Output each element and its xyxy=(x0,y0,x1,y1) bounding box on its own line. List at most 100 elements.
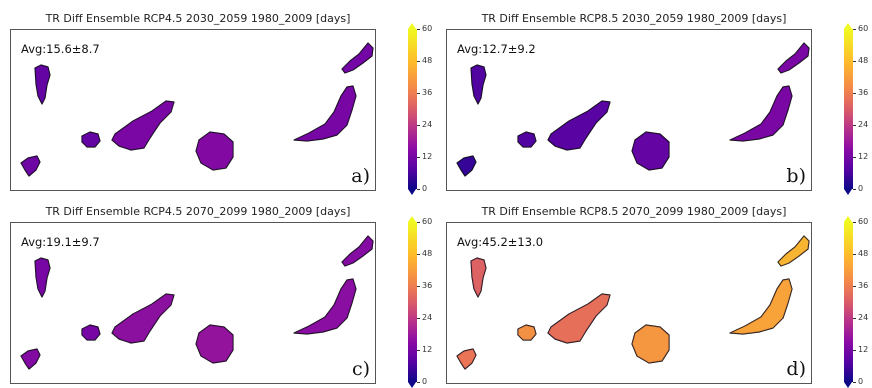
colorbar-tick-label: 60 xyxy=(422,24,433,33)
colorbar-tick-mark xyxy=(417,350,420,351)
map-frame: Avg:12.7±9.2 b) xyxy=(446,29,812,191)
island-la-palma xyxy=(34,64,51,105)
island-lanzarote xyxy=(341,42,374,74)
colorbar-tick-mark xyxy=(853,61,856,62)
colorbar-max-arrow xyxy=(408,216,416,222)
colorbar-tick-label: 60 xyxy=(858,217,869,226)
colorbar-tick-mark xyxy=(417,382,420,383)
colorbar-tick-label: 36 xyxy=(858,281,869,290)
colorbar-max-arrow xyxy=(844,23,852,29)
avg-label: Avg:15.6±8.7 xyxy=(21,42,100,56)
avg-label: Avg:12.7±9.2 xyxy=(457,42,536,56)
panel-a: TR Diff Ensemble RCP4.5 2030_2059 1980_2… xyxy=(0,0,436,195)
island-fuerteventura xyxy=(729,278,793,335)
colorbar-tick-mark xyxy=(417,254,420,255)
colorbar-tick-mark xyxy=(417,93,420,94)
island-gran-canaria xyxy=(195,131,234,171)
colorbar-tick-mark xyxy=(417,61,420,62)
colorbar-tick-label: 12 xyxy=(858,345,869,354)
island-tenerife xyxy=(547,293,611,344)
panel-c: TR Diff Ensemble RCP4.5 2070_2099 1980_2… xyxy=(0,193,436,388)
colorbar-min-arrow xyxy=(408,382,416,388)
colorbar xyxy=(408,222,417,382)
colorbar-tick-label: 36 xyxy=(422,88,433,97)
colorbar-tick-label: 48 xyxy=(858,249,869,258)
island-lanzarote xyxy=(341,235,374,267)
island-fuerteventura xyxy=(293,85,357,142)
colorbar xyxy=(844,29,853,189)
colorbar-tick-mark xyxy=(417,189,420,190)
island-gran-canaria xyxy=(631,324,670,364)
panel-d: TR Diff Ensemble RCP8.5 2070_2099 1980_2… xyxy=(436,193,872,388)
panel-title: TR Diff Ensemble RCP8.5 2070_2099 1980_2… xyxy=(481,205,787,218)
avg-label: Avg:19.1±9.7 xyxy=(21,235,100,249)
panel-title: TR Diff Ensemble RCP4.5 2070_2099 1980_2… xyxy=(45,205,351,218)
colorbar-tick-mark xyxy=(417,318,420,319)
panel-letter: c) xyxy=(351,358,370,380)
island-el-hierro xyxy=(456,348,477,370)
colorbar-tick-mark xyxy=(853,254,856,255)
colorbar-tick-mark xyxy=(853,93,856,94)
island-el-hierro xyxy=(20,348,41,370)
island-fuerteventura xyxy=(729,85,793,142)
island-la-gomera xyxy=(81,131,101,148)
colorbar-tick-mark xyxy=(417,157,420,158)
colorbar-max-arrow xyxy=(408,23,416,29)
colorbar-min-arrow xyxy=(844,189,852,195)
island-el-hierro xyxy=(20,155,41,177)
islands-map xyxy=(20,42,374,177)
colorbar-min-arrow xyxy=(408,189,416,195)
colorbar-max-arrow xyxy=(844,216,852,222)
colorbar-tick-mark xyxy=(417,29,420,30)
colorbar-tick-label: 60 xyxy=(422,217,433,226)
panel-letter: a) xyxy=(351,165,370,187)
colorbar-tick-mark xyxy=(417,125,420,126)
colorbar-tick-label: 36 xyxy=(422,281,433,290)
colorbar-tick-label: 12 xyxy=(422,152,433,161)
colorbar-tick-mark xyxy=(853,125,856,126)
colorbar-tick-mark xyxy=(853,157,856,158)
island-tenerife xyxy=(111,100,175,151)
colorbar-tick-label: 60 xyxy=(858,24,869,33)
islands-map xyxy=(456,235,810,370)
panel-title: TR Diff Ensemble RCP4.5 2030_2059 1980_2… xyxy=(45,12,351,25)
colorbar-tick-label: 48 xyxy=(858,56,869,65)
colorbar-tick-label: 0 xyxy=(858,377,864,386)
colorbar-tick-mark xyxy=(417,286,420,287)
panel-b: TR Diff Ensemble RCP8.5 2030_2059 1980_2… xyxy=(436,0,872,195)
island-la-palma xyxy=(470,257,487,298)
island-lanzarote xyxy=(777,42,810,74)
colorbar-tick-label: 36 xyxy=(858,88,869,97)
colorbar-tick-label: 24 xyxy=(422,313,433,322)
map-frame: Avg:19.1±9.7 c) xyxy=(10,222,376,384)
island-tenerife xyxy=(547,100,611,151)
colorbar-tick-mark xyxy=(853,286,856,287)
colorbar-tick-mark xyxy=(853,189,856,190)
panel-letter: d) xyxy=(786,358,806,380)
island-la-gomera xyxy=(517,324,537,341)
colorbar xyxy=(408,29,417,189)
island-el-hierro xyxy=(456,155,477,177)
colorbar-tick-mark xyxy=(853,222,856,223)
colorbar-tick-mark xyxy=(853,318,856,319)
island-la-palma xyxy=(470,64,487,105)
colorbar-tick-label: 48 xyxy=(422,56,433,65)
islands-map xyxy=(456,42,810,177)
island-gran-canaria xyxy=(631,131,670,171)
colorbar-tick-mark xyxy=(853,350,856,351)
colorbar-tick-label: 0 xyxy=(858,184,864,193)
map-frame: Avg:15.6±8.7 a) xyxy=(10,29,376,191)
colorbar-tick-label: 12 xyxy=(422,345,433,354)
colorbar-tick-label: 48 xyxy=(422,249,433,258)
panel-title: TR Diff Ensemble RCP8.5 2030_2059 1980_2… xyxy=(481,12,787,25)
colorbar-tick-label: 0 xyxy=(422,184,428,193)
colorbar-min-arrow xyxy=(844,382,852,388)
island-la-gomera xyxy=(81,324,101,341)
colorbar-tick-label: 24 xyxy=(858,313,869,322)
colorbar-tick-mark xyxy=(853,382,856,383)
panel-letter: b) xyxy=(786,165,806,187)
island-la-palma xyxy=(34,257,51,298)
island-tenerife xyxy=(111,293,175,344)
island-la-gomera xyxy=(517,131,537,148)
colorbar-tick-label: 0 xyxy=(422,377,428,386)
